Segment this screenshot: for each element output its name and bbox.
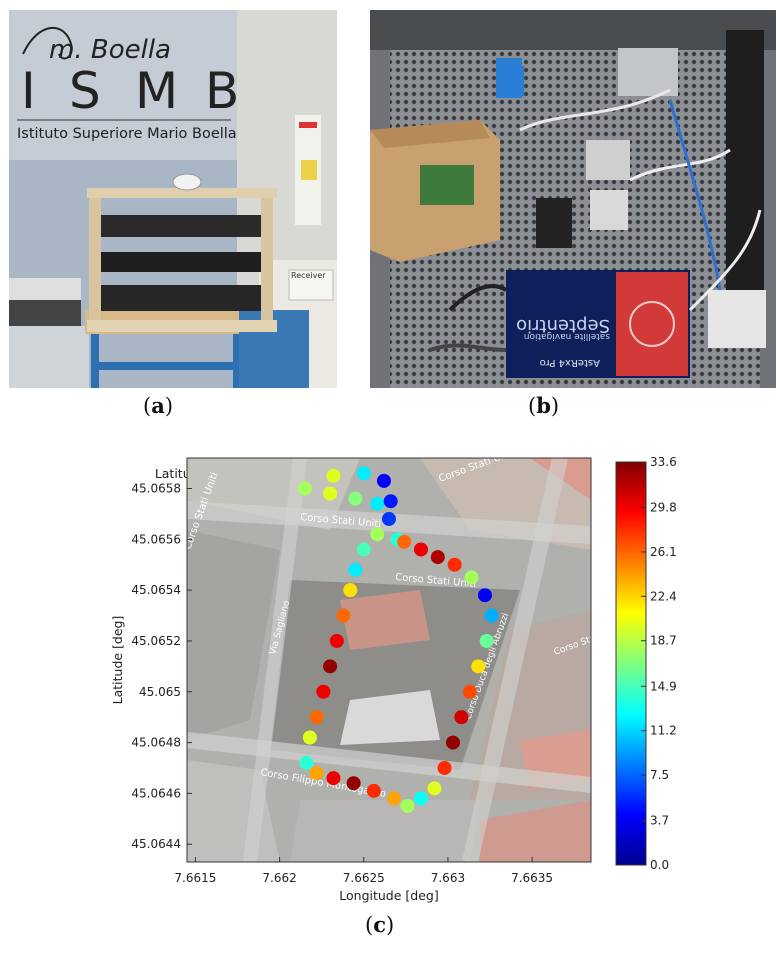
track-point bbox=[336, 608, 351, 623]
track-point bbox=[356, 466, 371, 481]
septentrio-receiver: Septentrio satellite navigation AsteRx4 … bbox=[506, 270, 690, 378]
y-tick-label: 45.0648 bbox=[131, 736, 181, 750]
panel-label-b: (b) bbox=[528, 393, 560, 418]
colorbar-tick-label: 33.6 bbox=[650, 455, 677, 469]
colorbar-ticks: 0.0 3.7 7.5 11.2 14.9 18.7 22.4 26.1 29.8 33.6 bbox=[641, 455, 677, 872]
colorbar-tick-label: 22.4 bbox=[650, 589, 677, 603]
sign-full-name: Istituto Superiore Mario Boella bbox=[17, 126, 237, 142]
panel-label-c-letter: c bbox=[373, 912, 386, 937]
track-point bbox=[366, 783, 381, 798]
colorbar-tick-label: 7.5 bbox=[650, 768, 669, 782]
y-axis-label: Latitude [deg] bbox=[110, 616, 125, 705]
track-point bbox=[383, 494, 398, 509]
panel-label-a: (a) bbox=[143, 393, 174, 418]
track-point bbox=[299, 755, 314, 770]
track-point bbox=[484, 608, 499, 623]
x-tick-label: 7.6625 bbox=[343, 871, 385, 885]
y-axis: 45.0644 45.0646 45.0648 45.065 45.0652 45.065… bbox=[131, 481, 192, 851]
sign-letter-m: M bbox=[135, 62, 178, 120]
track-point bbox=[326, 771, 341, 786]
track-point bbox=[323, 659, 338, 674]
colorbar-tick-label: 3.7 bbox=[650, 814, 669, 828]
y-tick-label: 45.0644 bbox=[131, 837, 181, 851]
colorbar bbox=[615, 461, 647, 866]
track-point bbox=[297, 481, 312, 496]
track-point bbox=[430, 550, 445, 565]
track-point bbox=[471, 659, 486, 674]
track-point bbox=[413, 542, 428, 557]
track-point bbox=[413, 791, 428, 806]
colorbar-tick-label: 14.9 bbox=[650, 679, 677, 693]
x-tick-label: 7.6635 bbox=[511, 871, 553, 885]
panel-label-b-letter: b bbox=[536, 393, 551, 418]
receiver-hardware-drawing: Septentrio satellite navigation AsteRx4 … bbox=[370, 10, 776, 388]
x-tick-label: 7.663 bbox=[431, 871, 465, 885]
track-point bbox=[302, 730, 317, 745]
x-tick-label: 7.662 bbox=[262, 871, 296, 885]
track-point bbox=[356, 542, 371, 557]
sign-letter-s: S bbox=[69, 62, 101, 120]
plot-frame bbox=[186, 457, 592, 863]
track-point bbox=[400, 799, 415, 814]
track-point bbox=[370, 496, 385, 511]
track-point bbox=[348, 491, 363, 506]
track-point bbox=[464, 570, 479, 585]
colorbar-tick-label: 26.1 bbox=[650, 545, 677, 559]
colorbar-tick-label: 11.2 bbox=[650, 724, 677, 738]
track-point bbox=[370, 527, 385, 542]
track-point bbox=[445, 735, 460, 750]
track-point bbox=[462, 684, 477, 699]
track-point bbox=[454, 710, 469, 725]
track-point bbox=[326, 468, 341, 483]
track-point bbox=[382, 511, 396, 526]
x-axis-label: Longitude [deg] bbox=[339, 888, 438, 903]
y-tick-label: 45.0658 bbox=[131, 481, 181, 495]
ismb-lab-photo-drawing: m. Boella I S M B Istituto Superiore Mar… bbox=[9, 10, 337, 388]
panel-label-c: (c) bbox=[365, 912, 395, 937]
y-tick-label: 45.065 bbox=[139, 685, 181, 699]
y-tick-label: 45.0656 bbox=[131, 532, 181, 546]
colorbar-tick-label: 29.8 bbox=[650, 501, 677, 515]
track-point bbox=[397, 534, 412, 549]
photo-receiver-hardware: Septentrio satellite navigation AsteRx4 … bbox=[370, 10, 776, 388]
track-point bbox=[477, 588, 492, 603]
poster-text: Receiver bbox=[291, 271, 326, 280]
track-point bbox=[348, 562, 363, 577]
photo-ismb-lab: m. Boella I S M B Istituto Superiore Mar… bbox=[9, 10, 337, 388]
colorbar-tick-label: 0.0 bbox=[650, 858, 669, 872]
track-point bbox=[376, 473, 391, 488]
y-tick-label: 45.0654 bbox=[131, 583, 181, 597]
y-tick-label: 45.0652 bbox=[131, 634, 181, 648]
track-point bbox=[323, 486, 338, 501]
sign-letter-b: B bbox=[205, 62, 239, 120]
track-point bbox=[329, 633, 344, 648]
track-point bbox=[309, 766, 324, 781]
x-axis: 7.6615 7.662 7.6625 7.663 7.6635 bbox=[174, 857, 553, 885]
track-point bbox=[427, 781, 442, 796]
track-point bbox=[316, 684, 331, 699]
track-points bbox=[297, 466, 499, 814]
track-point bbox=[346, 776, 361, 791]
track-point bbox=[343, 583, 358, 598]
track-point bbox=[437, 760, 452, 775]
panel-label-a-letter: a bbox=[151, 393, 165, 418]
x-tick-label: 7.6615 bbox=[174, 871, 216, 885]
receiver-model: AsteRx4 Pro bbox=[540, 357, 600, 368]
receiver-subtitle: satellite navigation bbox=[524, 331, 610, 341]
receiver-brand: Septentrio bbox=[516, 315, 610, 336]
track-point bbox=[387, 791, 402, 806]
sign-letter-i: I bbox=[21, 62, 36, 120]
y-tick-label: 45.0646 bbox=[131, 786, 181, 800]
ismb-sign: m. Boella I S M B Istituto Superiore Mar… bbox=[17, 27, 239, 142]
track-point bbox=[479, 633, 494, 648]
map-background: Corso Stati Uniti Corso Stati Uniti Cors… bbox=[187, 458, 591, 862]
colorbar-tick-label: 18.7 bbox=[650, 634, 677, 648]
sign-signature: m. Boella bbox=[49, 35, 171, 65]
speed-scatter-chart: Corso Stati Uniti Corso Stati Uniti Cors… bbox=[110, 455, 677, 903]
track-point bbox=[309, 710, 324, 725]
track-point bbox=[447, 557, 462, 572]
